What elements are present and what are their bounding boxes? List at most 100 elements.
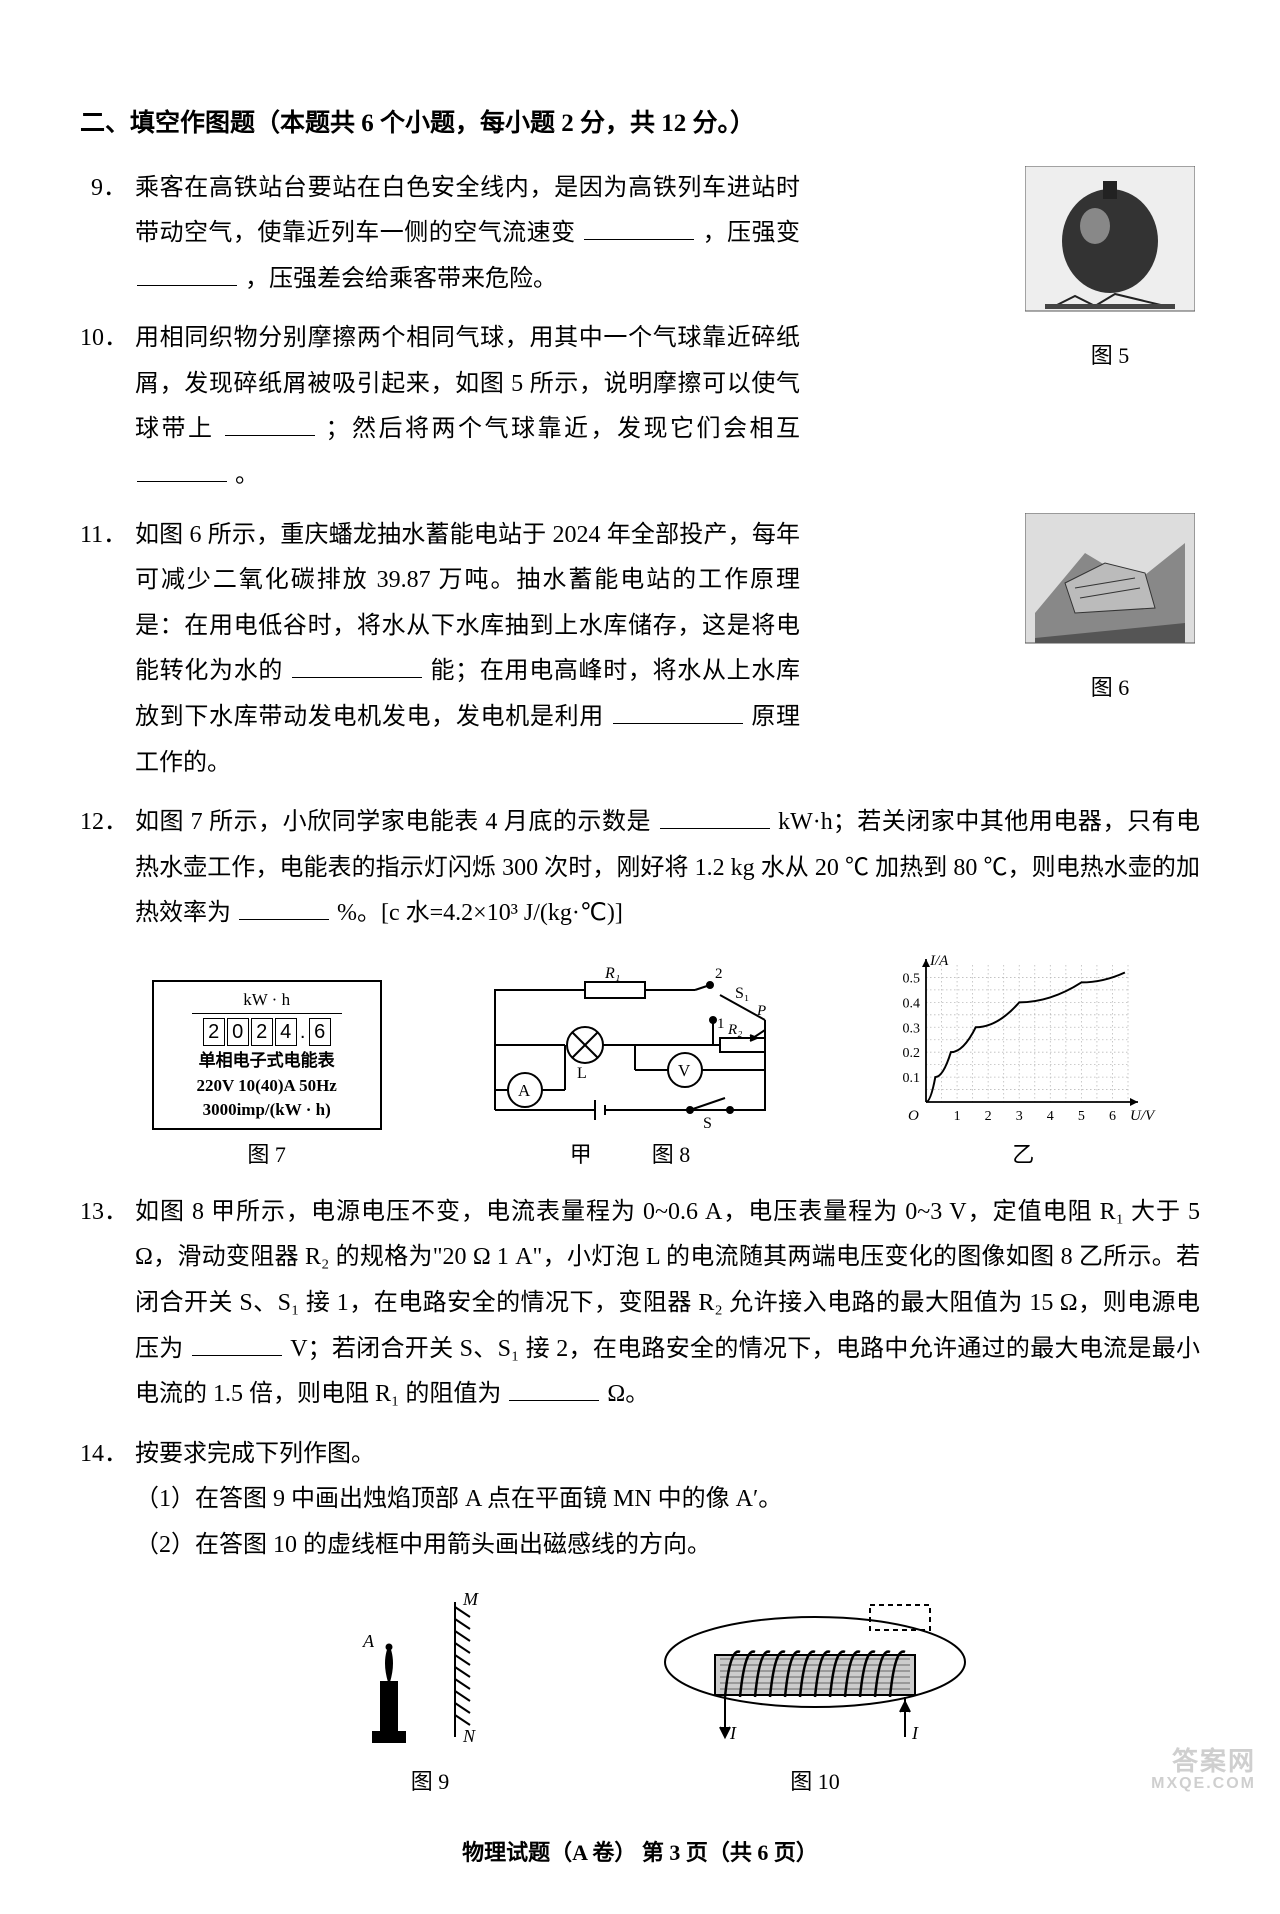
- digit-3: 2: [251, 1018, 273, 1046]
- svg-text:0.2: 0.2: [903, 1046, 921, 1061]
- q10-body: 用相同织物分别摩擦两个相同气球，用其中一个气球靠近碎纸屑，发现碎纸屑被吸引起来，…: [135, 316, 820, 498]
- svg-text:R₂: R₂: [727, 1022, 742, 1038]
- q14-text: 按要求完成下列作图。: [135, 1432, 1200, 1478]
- fig8-jia-caption: 甲: [570, 1134, 592, 1176]
- svg-text:0.1: 0.1: [903, 1071, 921, 1086]
- q11-blank-1: [292, 652, 422, 678]
- circuit-diagram: R₁ 2 1 S₁ P R₂: [465, 960, 795, 1130]
- meter-line2: 220V 10(40)A 50Hz: [196, 1075, 336, 1097]
- svg-text:0.3: 0.3: [903, 1021, 921, 1036]
- q12-text-a: 如图 7 所示，小欣同学家电能表 4 月底的示数是: [135, 809, 651, 835]
- q10-text-b: ；然后将两个气球靠近，发现它们会相互: [326, 416, 801, 442]
- question-14: 14． 按要求完成下列作图。 （1）在答图 9 中画出烛焰顶部 A 点在平面镜 …: [80, 1432, 1200, 1569]
- figures-row-9-10: M N A 图 9: [120, 1587, 1200, 1803]
- question-10: 10． 用相同织物分别摩擦两个相同气球，用其中一个气球靠近碎纸屑，发现碎纸屑被吸…: [80, 316, 820, 498]
- q10-number: 10．: [80, 316, 135, 362]
- section-header: 二、填空作图题（本题共 6 个小题，每小题 2 分，共 12 分。）: [80, 100, 1200, 148]
- digit-5: 6: [309, 1018, 331, 1046]
- fig6-caption: 图 6: [1091, 667, 1130, 709]
- q13-text-b: V；若闭合开关 S、S₁ 接 2，在电路安全的情况下，电路中允许通过的最大电流是…: [135, 1336, 1200, 1408]
- q13-blank-2: [509, 1375, 599, 1401]
- q13-text-c: Ω。: [607, 1381, 649, 1407]
- fig9-caption: 图 9: [411, 1761, 450, 1803]
- fig5-caption: 图 5: [1091, 335, 1130, 377]
- digit-4: 4: [275, 1018, 297, 1046]
- digit-2: 0: [227, 1018, 249, 1046]
- fig5-image: [1025, 166, 1195, 331]
- q11-body: 如图 6 所示，重庆蟠龙抽水蓄能电站于 2024 年全部投产，每年可减少二氧化碳…: [135, 513, 820, 787]
- meter-digits: 2 0 2 4 . 6: [203, 1018, 331, 1046]
- q14-body: 按要求完成下列作图。 （1）在答图 9 中画出烛焰顶部 A 点在平面镜 MN 中…: [135, 1432, 1200, 1569]
- q13-body: 如图 8 甲所示，电源电压不变，电流表量程为 0~0.6 A，电压表量程为 0~…: [135, 1190, 1200, 1418]
- question-12: 12． 如图 7 所示，小欣同学家电能表 4 月底的示数是 kW·h；若关闭家中…: [80, 800, 1200, 937]
- q10-blank-1: [225, 410, 315, 436]
- svg-text:L: L: [577, 1065, 587, 1082]
- question-11: 11． 如图 6 所示，重庆蟠龙抽水蓄能电站于 2024 年全部投产，每年可减少…: [80, 513, 820, 787]
- q10-text-c: 。: [235, 462, 259, 488]
- figure-10: I I 图 10: [645, 1597, 985, 1803]
- svg-text:1: 1: [717, 1016, 725, 1032]
- figure-9: M N A 图 9: [335, 1587, 525, 1803]
- q12-number: 12．: [80, 800, 135, 846]
- fig10-caption: 图 10: [790, 1761, 840, 1803]
- svg-text:R₁: R₁: [604, 965, 620, 982]
- q14-sub2: （2）在答图 10 的虚线框中用箭头画出磁感线的方向。: [135, 1523, 1200, 1569]
- mirror-diagram: M N A: [335, 1587, 525, 1757]
- meter-unit: kW · h: [192, 989, 342, 1014]
- q11-blank-2: [613, 698, 743, 724]
- q11-number: 11．: [80, 513, 135, 559]
- svg-text:2: 2: [715, 966, 723, 982]
- svg-text:A: A: [518, 1081, 531, 1100]
- figure-5: 图 5: [1020, 166, 1200, 377]
- q12-body: 如图 7 所示，小欣同学家电能表 4 月底的示数是 kW·h；若关闭家中其他用电…: [135, 800, 1200, 937]
- svg-text:A: A: [362, 1631, 375, 1651]
- q14-sub1: （1）在答图 9 中画出烛焰顶部 A 点在平面镜 MN 中的像 A′。: [135, 1477, 1200, 1523]
- svg-text:0.5: 0.5: [903, 971, 921, 986]
- q9-number: 9．: [80, 166, 135, 212]
- svg-text:S₁: S₁: [735, 985, 749, 1002]
- q9-blank-1: [584, 214, 694, 240]
- fig8-yi-caption: 乙: [1012, 1134, 1034, 1176]
- svg-text:2: 2: [985, 1109, 992, 1124]
- figure-8-yi: 1234560.10.20.30.40.5OU/VI/A 乙: [878, 955, 1168, 1176]
- q9-body: 乘客在高铁站台要站在白色安全线内，是因为高铁列车进站时带动空气，使靠近列车一侧的…: [135, 166, 820, 303]
- q9-text-a: 乘客在高铁站台要站在白色安全线内，是因为高铁列车进站时带动空气，使靠近列车一侧的…: [135, 175, 800, 247]
- svg-text:4: 4: [1047, 1109, 1054, 1124]
- fig8-caption: 图 8: [652, 1134, 691, 1176]
- figure-7: kW · h 2 0 2 4 . 6 单相电子式电能表 220V 10(40)A…: [152, 980, 382, 1176]
- fig7-caption: 图 7: [247, 1134, 286, 1176]
- energy-meter: kW · h 2 0 2 4 . 6 单相电子式电能表 220V 10(40)A…: [152, 980, 382, 1130]
- meter-line3: 3000imp/(kW · h): [203, 1099, 331, 1121]
- svg-text:U/V: U/V: [1130, 1108, 1156, 1124]
- q9-text-b: ，压强变: [703, 220, 800, 246]
- svg-text:I: I: [729, 1723, 737, 1743]
- q9-blank-2: [137, 259, 237, 285]
- figures-row-7-8: kW · h 2 0 2 4 . 6 单相电子式电能表 220V 10(40)A…: [120, 955, 1200, 1176]
- svg-text:5: 5: [1078, 1109, 1085, 1124]
- meter-line1: 单相电子式电能表: [199, 1050, 335, 1072]
- figure-6: 图 6: [1020, 513, 1200, 709]
- svg-text:N: N: [462, 1726, 476, 1746]
- svg-text:S: S: [703, 1115, 712, 1130]
- page-footer: 物理试题（A 卷） 第 3 页（共 6 页）: [80, 1832, 1200, 1874]
- q10-blank-2: [137, 456, 227, 482]
- svg-text:I/A: I/A: [929, 955, 949, 969]
- q9-text-c: ，压强差会给乘客带来危险。: [245, 266, 557, 292]
- digit-dot: .: [299, 1018, 307, 1046]
- iv-chart: 1234560.10.20.30.40.5OU/VI/A: [878, 955, 1168, 1130]
- q13-blank-1: [192, 1329, 282, 1355]
- fig6-image: [1025, 513, 1195, 663]
- svg-text:V: V: [678, 1061, 691, 1080]
- q14-number: 14．: [80, 1432, 135, 1478]
- watermark-line2: MXQE.COM: [1151, 1775, 1256, 1793]
- question-9: 9． 乘客在高铁站台要站在白色安全线内，是因为高铁列车进站时带动空气，使靠近列车…: [80, 166, 820, 303]
- svg-text:P: P: [756, 1003, 766, 1019]
- figure-8-jia: R₁ 2 1 S₁ P R₂: [465, 960, 795, 1176]
- watermark: 答案网 MXQE.COM: [1151, 1747, 1256, 1793]
- q13-number: 13．: [80, 1190, 135, 1236]
- svg-text:0.4: 0.4: [903, 996, 921, 1011]
- question-13: 13． 如图 8 甲所示，电源电压不变，电流表量程为 0~0.6 A，电压表量程…: [80, 1190, 1200, 1418]
- q12-blank-1: [660, 803, 770, 829]
- svg-text:3: 3: [1016, 1109, 1023, 1124]
- svg-text:O: O: [908, 1108, 919, 1124]
